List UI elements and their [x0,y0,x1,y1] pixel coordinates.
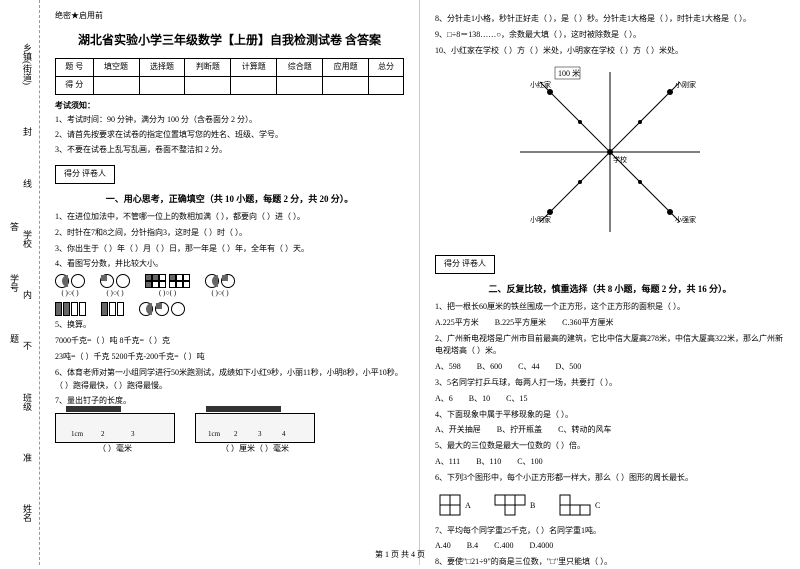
perimeter-shapes: A B C [435,490,785,520]
shape-b: B [490,490,540,520]
margin-label: 答 [9,222,19,231]
margin-label: 学号 [9,274,19,292]
margin-label: 线 [22,179,32,188]
notice-line: 3、不要在试卷上乱写乱画，卷面不整洁扣 2 分。 [55,144,404,157]
s2q5: 5、最大的三位数是最大一位数的（ ）倍。 [435,440,785,453]
margin-label: 准 [22,453,32,462]
margin-label: 不 [22,341,32,350]
shape-c: C [555,490,605,520]
s2q2: 2、广州新电视塔是广州市目前最高的建筑，它比中信大厦高278米，中信大厦高322… [435,333,785,359]
right-column: 8、分针走1小格，秒针正好走（ ），是（ ）秒。分针走1大格是（ ），时针走1大… [420,0,800,565]
q5: 5、换算。 [55,319,404,332]
shape-a: A [435,490,475,520]
s2q4-opts: A、开关抽屉 B、拧开瓶盖 C、转动的风车 [435,424,785,437]
svg-text:学校: 学校 [613,155,627,164]
th: 选择题 [139,58,185,76]
notice-line: 2、请首先按要求在试卷的指定位置填写您的姓名、班级、学号。 [55,129,404,142]
s2q1-opts: A.225平方米 B.225平方厘米 C.360平方厘米 [435,317,785,330]
page-footer: 第 1 页 共 4 页 [0,549,800,560]
svg-text:100 米: 100 米 [558,68,580,78]
q1: 1、在进位加法中，不管哪一位上的数相加满（ ），都要向（ ）进（ ）。 [55,211,404,224]
margin-label: 题 [9,334,19,343]
th: 题 号 [56,58,94,76]
svg-text:小强家: 小强家 [675,215,696,224]
section2-title: 二、反复比较，慎重选择（共 8 小题，每题 2 分，共 16 分）。 [435,282,785,296]
margin-label: 乡镇(街道) [22,43,32,85]
q2: 2、时针在7和8之间，分针指向3，这时是（ ）时（ ）。 [55,227,404,240]
th: 填空题 [93,58,139,76]
section1-title: 一、用心思考，正确填空（共 10 小题，每题 2 分，共 20 分）。 [55,192,404,206]
svg-text:小红家: 小红家 [530,80,551,89]
fraction-shapes-row2 [55,302,404,316]
ruler1-ans: （ ）毫米 [55,443,175,456]
margin-label: 姓名 [22,504,32,522]
s2q2-opts: A、598 B、600 C、44 D、500 [435,361,785,374]
score-box: 得分 评卷人 [55,165,115,184]
fraction-shapes: ( )○( ) ( )○( ) ( )○( ) ( )○( ) [55,274,404,299]
svg-text:B: B [530,501,535,510]
q5-line1: 7000千克=（ ）吨 8千克=（ ）克 [55,335,404,348]
binding-margin: 乡镇(街道) 封 线 学校 内 不 班级 准 姓名 答 学号 题 [0,0,40,565]
svg-text:A: A [465,501,471,510]
s2q1: 1、把一根长60厘米的铁丝围成一个正方形，这个正方形的面积是（ ）。 [435,301,785,314]
th: 总分 [369,58,404,76]
q5-line2: 23吨=（ ）千克 5200千克-200千克=（ ）吨 [55,351,404,364]
ruler1: 1cm 2 3 [55,413,175,443]
svg-text:C: C [595,501,600,510]
row-label: 得 分 [56,76,94,94]
q8: 8、分针走1小格，秒针正好走（ ），是（ ）秒。分针走1大格是（ ），时针走1大… [435,13,785,26]
ruler2-ans: （ ）厘米（ ）毫米 [195,443,315,456]
s2q6: 6、下列3个图形中，每个小正方形都一样大，那么（ ）图形的周长最长。 [435,472,785,485]
q10: 10、小红家在学校（ ）方（ ）米处，小明家在学校（ ）方（ ）米处。 [435,45,785,58]
th: 判断题 [185,58,231,76]
notice-title: 考试须知： [55,100,404,113]
exam-title: 湖北省实验小学三年级数学【上册】自我检测试卷 含答案 [55,31,404,50]
direction-diagram: 100 米 小红家 小刚家 学校 小明家 小强家 [435,62,785,246]
th: 应用题 [323,58,369,76]
notice-block: 考试须知： 1、考试时间：90 分钟，满分为 100 分（含卷面分 2 分）。 … [55,100,404,157]
s2q3: 3、5名同学打乒乓球，每两人打一场，共要打（ ）。 [435,377,785,390]
s2q7: 7、平均每个同学重25千克，（ ）名同学重1吨。 [435,525,785,538]
notice-line: 1、考试时间：90 分钟，满分为 100 分（含卷面分 2 分）。 [55,114,404,127]
rulers: 1cm 2 3 （ ）毫米 1cm 2 3 4 （ ）厘米（ [55,413,404,456]
q9: 9、□÷8＝138……○，余数最大填（ ），这时被除数是（ ）。 [435,29,785,42]
s2q4: 4、下面现象中属于平移现象的是（ ）。 [435,409,785,422]
secrecy-header: 绝密★启用前 [55,10,404,23]
q3: 3、你出生于（ ）年（ ）月（ ）日，那一年是（ ）年，全年有（ ）天。 [55,243,404,256]
margin-label: 学校 [22,230,32,248]
s2q5-opts: A、111 B、110 C、100 [435,456,785,469]
margin-label: 内 [22,290,32,299]
margin-label: 封 [22,127,32,136]
ruler2: 1cm 2 3 4 [195,413,315,443]
score-table: 题 号 填空题 选择题 判断题 计算题 综合题 应用题 总分 得 分 [55,58,404,95]
q6: 6、体育老师对第一小组同学进行50米跑测试，成绩如下小红9秒，小丽11秒，小明8… [55,367,404,393]
svg-text:小明家: 小明家 [530,215,551,224]
score-box2: 得分 评卷人 [435,255,495,274]
s2q3-opts: A、6 B、10 C、15 [435,393,785,406]
th: 综合题 [277,58,323,76]
svg-text:小刚家: 小刚家 [675,80,696,89]
left-column: 绝密★启用前 湖北省实验小学三年级数学【上册】自我检测试卷 含答案 题 号 填空… [40,0,420,565]
q4: 4、看图写分数，并比较大小。 [55,258,404,271]
margin-label: 班级 [22,393,32,411]
th: 计算题 [231,58,277,76]
